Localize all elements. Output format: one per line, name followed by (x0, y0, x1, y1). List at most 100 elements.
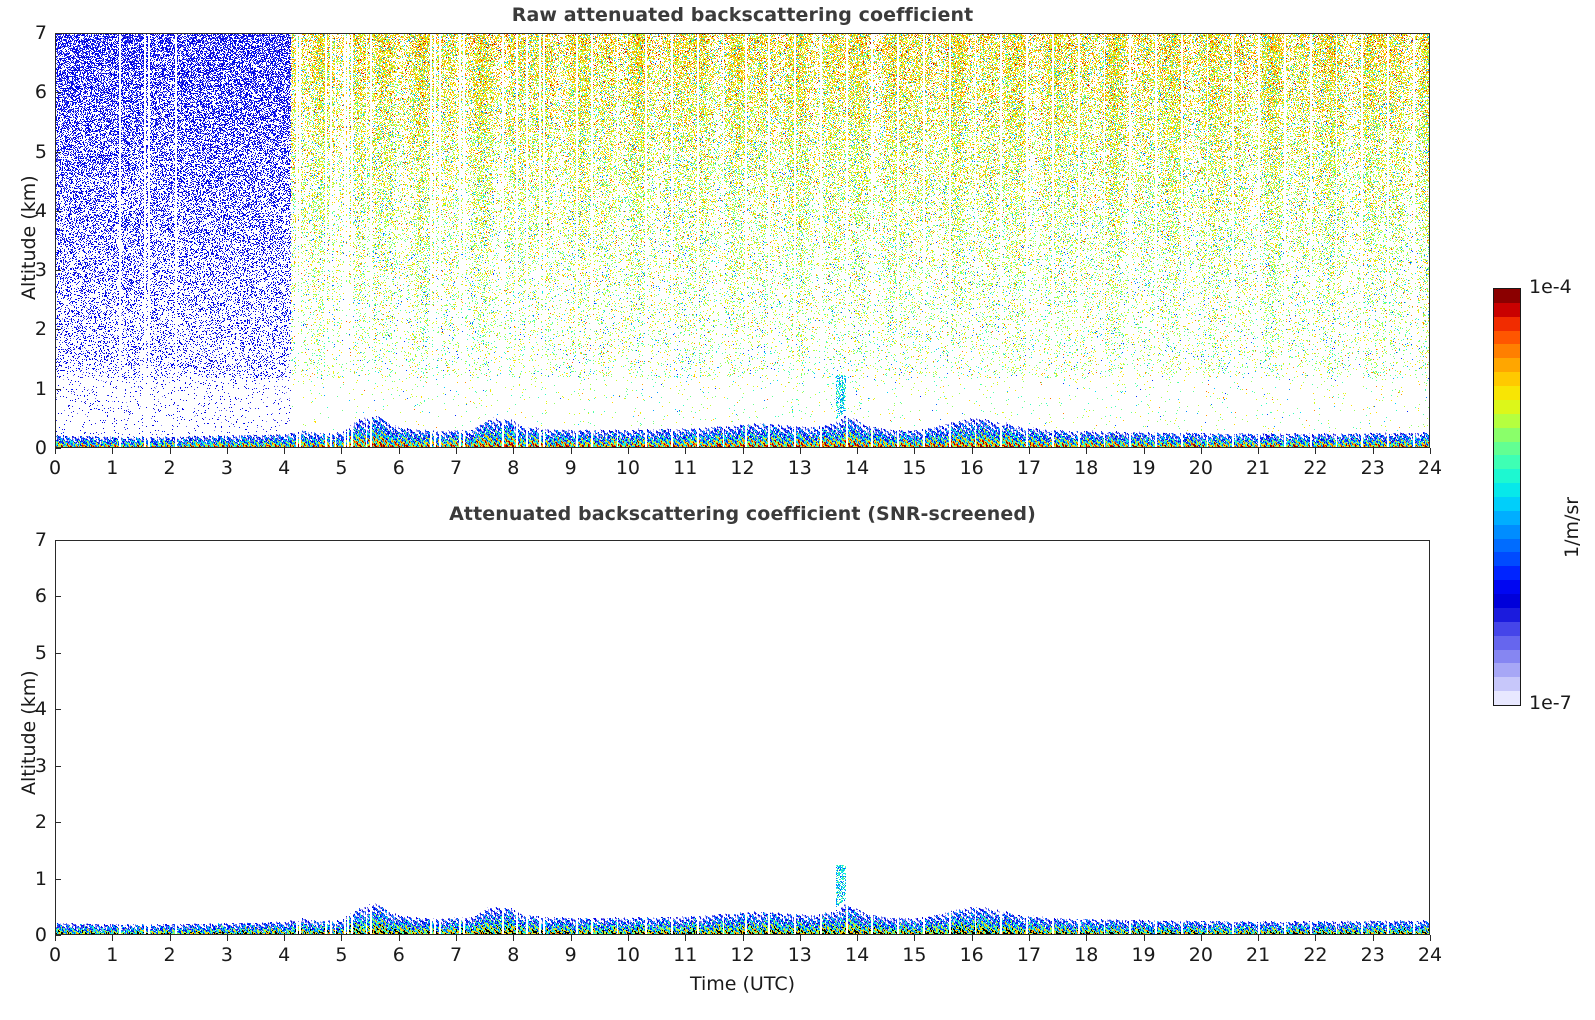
raw-heatmap-canvas (56, 34, 1429, 447)
x-tick-label: 16 (959, 944, 984, 966)
x-tick (284, 935, 286, 941)
x-tick-label: 20 (1188, 944, 1213, 966)
x-tick (799, 935, 801, 941)
x-tick-label: 18 (1074, 944, 1099, 966)
x-tick-label: 4 (278, 944, 291, 966)
y-tick-label: 0 (34, 437, 47, 459)
y-tick-label: 0 (34, 924, 47, 946)
x-tick-label: 8 (507, 944, 520, 966)
colorbar-segment (1494, 566, 1520, 581)
x-tick-label: 13 (787, 457, 812, 479)
y-tick-label: 1 (34, 867, 47, 890)
x-tick-label: 23 (1360, 944, 1385, 966)
colorbar-segment (1494, 469, 1520, 484)
x-tick-label: 14 (844, 457, 870, 479)
colorbar-segment (1494, 580, 1520, 595)
panel-raw-title: Raw attenuated backscattering coefficien… (511, 4, 974, 26)
colorbar-segment (1494, 635, 1520, 651)
colorbar-gradient[interactable] (1493, 288, 1521, 706)
y-tick (55, 709, 61, 711)
x-tick-label: 0 (48, 944, 62, 966)
x-tick (1028, 935, 1030, 941)
x-tick (1430, 448, 1431, 454)
x-tick (1372, 935, 1374, 941)
colorbar-segment (1494, 441, 1520, 457)
x-tick (570, 935, 572, 941)
y-tick-label: 2 (34, 811, 47, 834)
y-tick (55, 92, 61, 94)
x-tick-label: 15 (902, 457, 927, 479)
y-tick (55, 210, 61, 212)
x-tick (112, 935, 114, 941)
screened-heatmap-canvas (56, 541, 1429, 934)
colorbar-segment (1494, 607, 1520, 623)
x-tick-label: 2 (163, 457, 176, 479)
colorbar-segment (1494, 372, 1520, 387)
x-tick (1086, 935, 1088, 941)
x-tick-label: 6 (392, 944, 405, 966)
screened-x-axis-label: Time (UTC) (689, 973, 796, 995)
y-tick-label: 5 (34, 641, 47, 664)
colorbar-segment (1494, 497, 1520, 512)
x-tick-label: 9 (564, 457, 577, 479)
x-tick (1200, 448, 1202, 454)
x-tick-label: 7 (449, 457, 463, 479)
x-tick (1258, 935, 1260, 941)
x-tick (169, 935, 171, 941)
y-tick (55, 596, 61, 598)
x-tick-label: 2 (163, 944, 176, 966)
x-tick (1258, 448, 1260, 454)
colorbar-segment (1494, 621, 1520, 637)
y-tick (55, 270, 61, 272)
screened-plot-area[interactable] (55, 540, 1430, 935)
colorbar-min-label: 1e-7 (1529, 692, 1572, 714)
y-tick (55, 822, 61, 824)
y-tick (55, 540, 61, 541)
y-tick-label: 1 (34, 377, 47, 400)
y-tick-label: 3 (34, 754, 47, 777)
x-tick-label: 8 (507, 457, 520, 479)
x-tick-label: 9 (564, 944, 577, 966)
y-tick-label: 4 (34, 199, 47, 222)
colorbar-segment (1494, 316, 1520, 332)
colorbar-segment (1494, 358, 1520, 373)
x-tick-label: 17 (1016, 944, 1042, 966)
x-tick (685, 448, 687, 454)
y-tick-label: 4 (34, 698, 47, 721)
y-tick (55, 765, 61, 767)
x-tick-label: 5 (335, 944, 348, 966)
screened-y-axis-label: Altitude (km) (18, 670, 40, 795)
x-tick-label: 24 (1417, 944, 1443, 966)
colorbar-segment (1494, 649, 1520, 665)
colorbar-segment (1494, 344, 1520, 360)
y-tick-label: 2 (34, 318, 47, 341)
x-tick-label: 12 (730, 944, 755, 966)
x-tick-label: 19 (1131, 457, 1156, 479)
colorbar-segment (1494, 399, 1520, 415)
x-tick-label: 23 (1360, 457, 1385, 479)
colorbar-segment (1494, 691, 1520, 705)
x-tick (398, 448, 400, 454)
colorbar-segment (1494, 483, 1520, 498)
colorbar-segment (1494, 663, 1520, 679)
x-tick-label: 1 (106, 457, 119, 479)
colorbar-segment (1494, 302, 1520, 318)
x-tick (55, 935, 56, 941)
x-tick (627, 448, 629, 454)
x-tick (914, 935, 916, 941)
y-tick (55, 33, 61, 34)
x-tick-label: 21 (1246, 457, 1271, 479)
x-tick-label: 3 (220, 457, 233, 479)
x-tick-label: 17 (1016, 457, 1042, 479)
x-tick-label: 11 (673, 457, 698, 479)
colorbar-title: 1/m/sr (1561, 496, 1583, 558)
x-tick-label: 7 (449, 944, 463, 966)
x-tick (398, 935, 400, 941)
x-tick (1315, 935, 1317, 941)
raw-plot-area[interactable] (55, 33, 1430, 448)
y-tick (55, 935, 61, 936)
y-tick-label: 7 (34, 22, 47, 44)
colorbar-segment (1494, 594, 1520, 609)
y-tick-label: 5 (34, 140, 47, 163)
y-tick-label: 3 (34, 259, 47, 282)
